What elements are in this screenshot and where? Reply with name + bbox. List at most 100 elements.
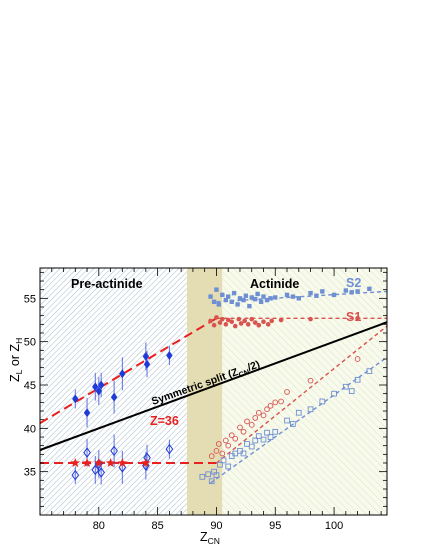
point-s2-heavy	[237, 296, 243, 301]
point-z36-points	[141, 458, 151, 468]
point-z36-points	[94, 458, 104, 468]
plot-frame	[39, 267, 388, 516]
point-s1-heavy	[261, 319, 266, 325]
point-s2-light	[295, 409, 302, 416]
point-s1-heavy	[208, 318, 213, 324]
point-s2-light	[260, 436, 267, 443]
point-s2-light	[205, 471, 212, 478]
point-light-preactinide	[110, 445, 118, 457]
point-s1-light	[264, 406, 270, 413]
point-light-preactinide	[142, 460, 150, 471]
point-s1-light	[208, 453, 215, 459]
point-s2-heavy	[226, 294, 231, 299]
point-s2-light	[217, 461, 223, 468]
point-heavy-preactinide	[83, 408, 91, 418]
point-s2-heavy	[241, 297, 246, 303]
point-s1-heavy	[217, 320, 223, 325]
point-heavy-preactinide	[166, 351, 173, 361]
y-tick-label: 50	[24, 337, 36, 349]
point-s1-heavy	[308, 316, 313, 322]
point-s2-heavy	[296, 296, 301, 301]
point-s2-light	[240, 450, 247, 457]
point-s1-heavy	[229, 319, 235, 325]
line-preactinide-heavy-fit	[40, 317, 217, 424]
point-s2-light	[208, 478, 215, 485]
point-s1-light	[223, 437, 229, 444]
point-s2-heavy	[249, 295, 254, 300]
point-s1-light	[228, 432, 235, 439]
point-s2-heavy	[229, 299, 234, 304]
point-s1-heavy	[211, 322, 217, 328]
symmetric-label-tail: /2)	[246, 358, 262, 373]
point-s1-light	[255, 409, 262, 416]
point-z36-points	[117, 458, 128, 468]
series-label-s2: S2	[346, 276, 361, 290]
z36-label: Z=36	[150, 414, 179, 428]
point-s2-heavy	[231, 290, 237, 296]
point-s2-heavy	[268, 296, 273, 301]
x-axis-label: ZCN	[200, 530, 220, 546]
point-s2-light	[272, 428, 279, 435]
symmetric-label-sub: CN	[237, 367, 250, 379]
point-s1-light	[219, 450, 226, 457]
x-tick-label: 80	[93, 520, 105, 532]
point-s1-heavy	[225, 317, 231, 323]
point-light-preactinide	[97, 467, 105, 478]
point-s1-light	[215, 441, 222, 447]
x-tick-label: 95	[269, 520, 281, 532]
point-s2-light	[199, 474, 206, 480]
point-s2-heavy	[320, 289, 325, 294]
point-s1-heavy	[278, 317, 284, 323]
y-tick-label: 40	[24, 423, 36, 435]
point-heavy-preactinide	[119, 369, 126, 379]
point-heavy-preactinide	[110, 392, 118, 402]
line-s1-light-fit	[216, 325, 387, 464]
y-axis-label-mid: or Z	[8, 344, 22, 370]
point-s2-heavy	[261, 294, 266, 299]
x-axis-label-main: Z	[200, 530, 208, 544]
point-s2-heavy	[355, 289, 360, 294]
point-heavy-preactinide	[97, 380, 105, 390]
line-s2-light-fit	[210, 356, 387, 484]
point-s2-light	[307, 406, 314, 413]
point-s2-light	[290, 421, 296, 427]
point-s2-heavy	[273, 295, 278, 300]
y-tick-label: 55	[24, 293, 36, 305]
point-s1-light	[354, 356, 361, 362]
point-s1-heavy	[249, 316, 255, 322]
point-s1-light	[267, 402, 274, 409]
point-s2-light	[267, 434, 274, 440]
point-s2-light	[348, 388, 355, 394]
point-s1-light	[244, 418, 250, 425]
point-s1-light	[213, 448, 220, 454]
point-s1-heavy	[245, 322, 251, 327]
point-s1-heavy	[355, 315, 360, 321]
y-axis-label-sub-l: L	[14, 369, 24, 374]
point-s1-light	[278, 398, 284, 405]
point-s1-light	[307, 377, 314, 384]
point-s2-light	[213, 472, 220, 478]
region-label-actinide: Actinide	[250, 277, 299, 291]
point-s2-light	[342, 383, 349, 390]
point-s1-light	[252, 415, 259, 421]
point-light-preactinide	[71, 469, 80, 481]
point-z36-points	[70, 458, 81, 468]
point-s2-light	[252, 437, 259, 444]
point-s2-heavy	[367, 286, 372, 291]
line-symmetric	[40, 321, 387, 451]
point-z36-points	[82, 458, 92, 468]
point-s1-light	[232, 435, 239, 442]
point-s1-heavy	[256, 322, 262, 328]
point-s2-heavy	[314, 293, 319, 298]
point-s2-heavy	[349, 290, 354, 295]
point-s2-light	[220, 457, 227, 464]
point-heavy-preactinide	[143, 359, 151, 369]
point-s2-heavy	[247, 303, 252, 309]
point-s2-light	[284, 417, 290, 424]
point-light-preactinide	[165, 443, 174, 455]
point-s1-light	[225, 442, 232, 449]
x-tick-label: 100	[325, 520, 343, 532]
point-s1-light	[248, 422, 255, 428]
point-s1-light	[237, 424, 243, 431]
point-heavy-preactinide	[142, 351, 150, 361]
